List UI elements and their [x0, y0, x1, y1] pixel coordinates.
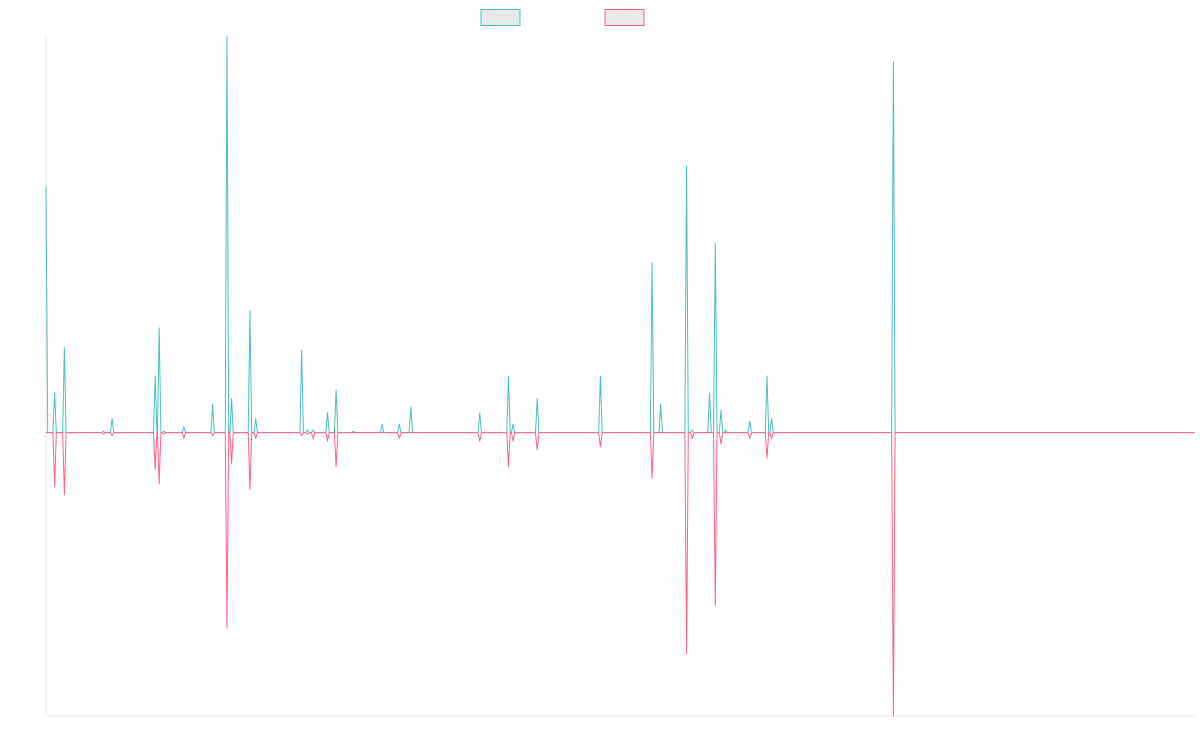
series-2-point-22 [512, 440, 515, 443]
series-1-point-11 [225, 35, 228, 38]
series-2-point-17 [326, 440, 329, 443]
series-1-point-9 [182, 426, 185, 429]
series-1-point-30 [659, 403, 662, 406]
series-1-point-28 [599, 375, 602, 378]
series-line-1 [45, 35, 1195, 434]
series-2-point-30 [748, 437, 751, 440]
series-1-point-33 [708, 392, 711, 395]
series-1-point-22 [398, 423, 401, 426]
series-1-point-16 [306, 428, 309, 431]
series-1-point-39 [770, 417, 773, 420]
series-1-point-38 [766, 375, 769, 378]
series-1-point-18 [326, 411, 329, 414]
series-1-point-25 [507, 375, 510, 378]
series-1-point-23 [409, 406, 412, 409]
series-2-point-13 [254, 437, 257, 440]
series-2-point-33 [892, 715, 895, 718]
series-2-point-10 [225, 627, 228, 630]
legend-swatch-2[interactable] [604, 9, 645, 26]
series-1-point-34 [714, 241, 717, 244]
series-2-point-8 [182, 437, 185, 440]
axes [45, 36, 1195, 717]
series-2-point-27 [691, 437, 694, 440]
series-1-point-15 [300, 349, 303, 352]
legend [480, 9, 645, 26]
series-1-point-35 [720, 409, 723, 412]
series-1-point-8 [162, 430, 165, 433]
legend-swatch-1[interactable] [480, 9, 521, 26]
series-2-point-7 [162, 433, 165, 436]
series-1-point-14 [254, 417, 257, 420]
series-1-point-10 [211, 403, 214, 406]
series-2-point-1 [53, 485, 56, 488]
series-1-point-26 [512, 423, 515, 426]
series-1-point-17 [312, 428, 315, 431]
series-2-point-15 [306, 433, 309, 436]
series-1-point-31 [685, 165, 688, 168]
series-1-point-21 [381, 423, 384, 426]
series-2-point-26 [685, 652, 688, 655]
series-1-point-1 [45, 185, 48, 188]
series-2-point-32 [770, 437, 773, 440]
series-line-2 [46, 432, 1195, 717]
series-2-point-28 [714, 604, 717, 607]
series-2-point-24 [599, 445, 602, 448]
series-1-point-19 [335, 389, 338, 392]
series-1-point-24 [478, 411, 481, 414]
series-2-point-25 [651, 477, 654, 480]
series-2-point-2 [63, 494, 66, 497]
series-2-point-11 [230, 462, 233, 465]
series-2-point-19 [398, 437, 401, 440]
series-1-point-36 [724, 428, 727, 431]
series-1-point-7 [158, 326, 161, 329]
series-1-point-2 [53, 392, 56, 395]
series-1-point-12 [230, 397, 233, 400]
series-2-point-20 [478, 440, 481, 443]
series-1-point-40 [892, 60, 895, 63]
series-2-point-6 [158, 482, 161, 485]
series-2-point-16 [312, 437, 315, 440]
series-1-point-13 [248, 309, 251, 312]
series-1-point-3 [63, 346, 66, 349]
series-2-point-23 [536, 448, 539, 451]
series-1-point-6 [154, 375, 157, 378]
series-2-point-4 [111, 434, 114, 437]
series-2-point-31 [766, 457, 769, 460]
series-2-point-29 [720, 443, 723, 446]
series-2-point-18 [335, 465, 338, 468]
series-1-point-5 [111, 417, 114, 420]
series-2-point-12 [248, 488, 251, 491]
series-2-point-9 [211, 434, 214, 437]
series-2-point-21 [507, 465, 510, 468]
series-2-point-5 [154, 468, 157, 471]
series-2-point-14 [300, 434, 303, 437]
series-layer [45, 35, 1195, 718]
series-1-point-29 [651, 261, 654, 264]
series-1-point-27 [536, 397, 539, 400]
series-1-point-4 [102, 430, 105, 433]
series-1-point-32 [691, 428, 694, 431]
series-2-point-3 [102, 433, 105, 436]
series-1-point-37 [748, 420, 751, 423]
